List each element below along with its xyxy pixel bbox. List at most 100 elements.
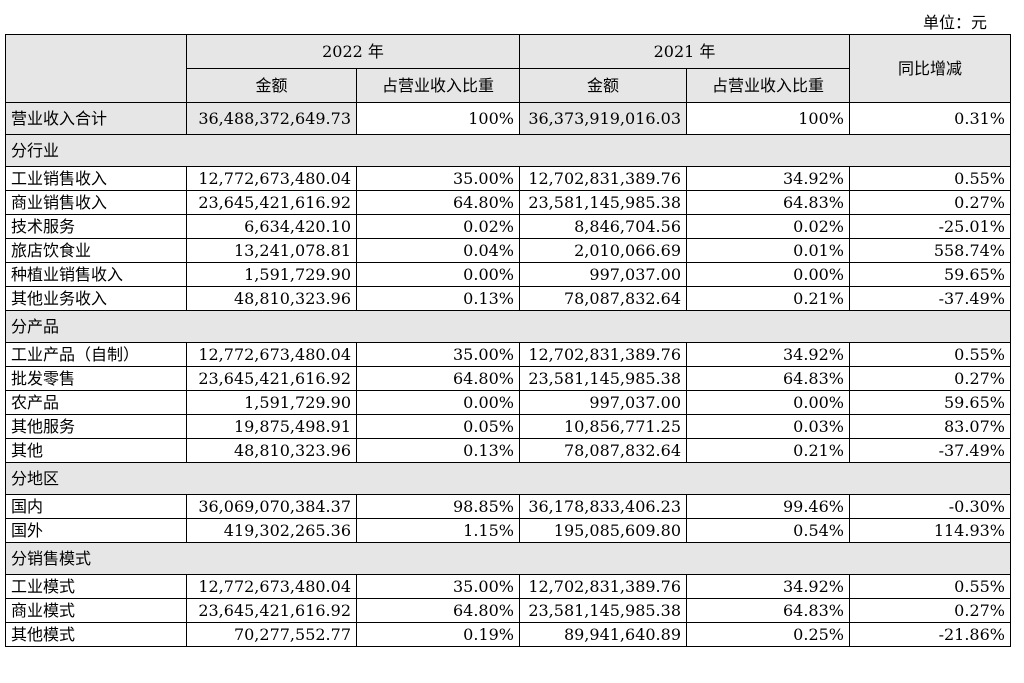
amount-2021: 195,085,609.80	[519, 518, 687, 543]
share-2021: 0.01%	[686, 238, 850, 263]
share-2021: 64.83%	[686, 598, 850, 623]
yoy: 114.93%	[849, 518, 1011, 543]
table-row: 其他模式 70,277,552.77 0.19% 89,941,640.89 0.25%…	[5, 622, 1011, 647]
total-amount-2022: 36,488,372,649.73	[186, 102, 357, 135]
header-year-2021: 2021 年	[519, 34, 850, 69]
total-share-2022: 100%	[356, 102, 520, 135]
amount-2022: 70,277,552.77	[186, 622, 357, 647]
table-row: 农产品 1,591,729.90 0.00% 997,037.00 0.00% 59.65…	[5, 390, 1011, 415]
share-2021: 0.54%	[686, 518, 850, 543]
table-body: 营业收入合计 36,488,372,649.73 100% 36,373,919…	[5, 102, 1011, 647]
section-row: 分地区	[5, 462, 1011, 495]
amount-2022: 23,645,421,616.92	[186, 190, 357, 215]
share-2021: 0.00%	[686, 390, 850, 415]
share-2022: 0.13%	[356, 438, 520, 463]
share-2022: 0.05%	[356, 414, 520, 439]
share-2022: 64.80%	[356, 598, 520, 623]
share-2021: 0.00%	[686, 262, 850, 287]
share-2021: 34.92%	[686, 574, 850, 599]
amount-2022: 48,810,323.96	[186, 438, 357, 463]
section-title: 分地区	[5, 462, 1011, 495]
table-row: 技术服务 6,634,420.10 0.02% 8,846,704.56 0.02% -2…	[5, 214, 1011, 239]
amount-2021: 36,178,833,406.23	[519, 494, 687, 519]
table-row: 国内 36,069,070,384.37 98.85% 36,178,833,406.…	[5, 494, 1011, 519]
row-label: 工业产品（自制）	[5, 342, 187, 367]
yoy: -21.86%	[849, 622, 1011, 647]
share-2022: 35.00%	[356, 342, 520, 367]
share-2021: 34.92%	[686, 342, 850, 367]
amount-2021: 997,037.00	[519, 262, 687, 287]
total-label: 营业收入合计	[5, 102, 187, 135]
total-share-2021: 100%	[686, 102, 850, 135]
yoy: 0.55%	[849, 166, 1011, 191]
yoy: 0.55%	[849, 574, 1011, 599]
share-2022: 0.00%	[356, 262, 520, 287]
amount-2022: 6,634,420.10	[186, 214, 357, 239]
table-row: 旅店饮食业 13,241,078.81 0.04% 2,010,066.69 0.01%…	[5, 238, 1011, 263]
amount-2022: 48,810,323.96	[186, 286, 357, 311]
yoy: 59.65%	[849, 390, 1011, 415]
header-amount-2021: 金额	[519, 68, 687, 103]
yoy: -25.01%	[849, 214, 1011, 239]
table-row: 国外 419,302,265.36 1.15% 195,085,609.80 0.54%…	[5, 518, 1011, 543]
table-row: 其他 48,810,323.96 0.13% 78,087,832.64 0.21% -3…	[5, 438, 1011, 463]
total-amount-2021: 36,373,919,016.03	[519, 102, 687, 135]
row-label: 国内	[5, 494, 187, 519]
share-2021: 0.02%	[686, 214, 850, 239]
amount-2022: 419,302,265.36	[186, 518, 357, 543]
row-label: 工业销售收入	[5, 166, 187, 191]
section-row: 分行业	[5, 134, 1011, 167]
share-2022: 64.80%	[356, 366, 520, 391]
amount-2022: 23,645,421,616.92	[186, 598, 357, 623]
row-label: 技术服务	[5, 214, 187, 239]
amount-2021: 78,087,832.64	[519, 438, 687, 463]
amount-2021: 12,702,831,389.76	[519, 574, 687, 599]
header-row-metrics: 金额 占营业收入比重 金额 占营业收入比重	[6, 68, 1011, 103]
yoy: -0.30%	[849, 494, 1011, 519]
amount-2021: 12,702,831,389.76	[519, 342, 687, 367]
yoy: -37.49%	[849, 286, 1011, 311]
table-row: 批发零售 23,645,421,616.92 64.80% 23,581,145,98…	[5, 366, 1011, 391]
amount-2021: 78,087,832.64	[519, 286, 687, 311]
share-2021: 0.25%	[686, 622, 850, 647]
share-2022: 0.04%	[356, 238, 520, 263]
yoy: -37.49%	[849, 438, 1011, 463]
share-2021: 0.03%	[686, 414, 850, 439]
row-label: 种植业销售收入	[5, 262, 187, 287]
yoy: 0.55%	[849, 342, 1011, 367]
header-year-2022: 2022 年	[186, 34, 520, 69]
amount-2021: 23,581,145,985.38	[519, 598, 687, 623]
yoy: 0.27%	[849, 598, 1011, 623]
unit-label: 单位：元	[922, 13, 987, 32]
amount-2022: 12,772,673,480.04	[186, 342, 357, 367]
row-label: 旅店饮食业	[5, 238, 187, 263]
header-row-years: 2022 年 2021 年 同比增减	[5, 34, 1011, 103]
amount-2021: 2,010,066.69	[519, 238, 687, 263]
share-2022: 0.13%	[356, 286, 520, 311]
yoy: 558.74%	[849, 238, 1011, 263]
share-2022: 35.00%	[356, 166, 520, 191]
share-2022: 35.00%	[356, 574, 520, 599]
row-label: 其他服务	[5, 414, 187, 439]
amount-2021: 89,941,640.89	[519, 622, 687, 647]
row-label: 商业销售收入	[5, 190, 187, 215]
amount-2022: 36,069,070,384.37	[186, 494, 357, 519]
table-row: 其他业务收入 48,810,323.96 0.13% 78,087,832.64 0.2…	[5, 286, 1011, 311]
row-label: 工业模式	[5, 574, 187, 599]
share-2022: 0.00%	[356, 390, 520, 415]
share-2021: 0.21%	[686, 438, 850, 463]
header-share-2022: 占营业收入比重	[356, 68, 520, 103]
amount-2021: 10,856,771.25	[519, 414, 687, 439]
row-label: 农产品	[5, 390, 187, 415]
share-2021: 0.21%	[686, 286, 850, 311]
share-2021: 64.83%	[686, 366, 850, 391]
row-label: 商业模式	[5, 598, 187, 623]
amount-2022: 12,772,673,480.04	[186, 574, 357, 599]
amount-2022: 1,591,729.90	[186, 390, 357, 415]
row-label: 国外	[5, 518, 187, 543]
yoy: 59.65%	[849, 262, 1011, 287]
amount-2021: 23,581,145,985.38	[519, 190, 687, 215]
share-2022: 0.19%	[356, 622, 520, 647]
amount-2021: 8,846,704.56	[519, 214, 687, 239]
amount-2022: 13,241,078.81	[186, 238, 357, 263]
